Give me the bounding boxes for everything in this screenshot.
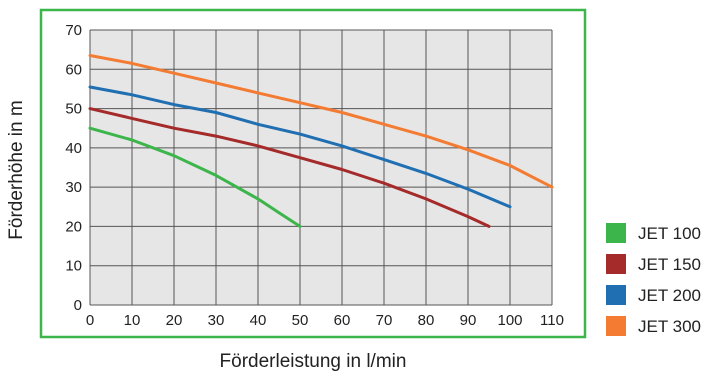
x-tick-label: 0: [86, 312, 94, 329]
series-line-jet-100: [88, 126, 302, 228]
y-tick-label: 10: [65, 258, 82, 275]
x-tick-label: 60: [334, 312, 351, 329]
legend-label: JET 300: [638, 317, 701, 336]
series-lines: [88, 54, 554, 228]
legend-label: JET 100: [638, 224, 701, 243]
legend-label: JET 150: [638, 255, 701, 274]
x-tick-label: 10: [124, 312, 141, 329]
x-tick-label: 70: [376, 312, 393, 329]
y-axis-title: Förderhöhe in m: [6, 100, 27, 239]
y-tick-labels: 0 10 20 30 40 50 60 70: [65, 22, 82, 314]
y-tick-label: 20: [65, 218, 82, 235]
x-tick-label: 110: [540, 312, 564, 329]
legend: JET 100 JET 150 JET 200 JET 300: [606, 223, 701, 336]
legend-swatch: [606, 223, 626, 243]
legend-swatch: [606, 316, 626, 336]
legend-swatch: [606, 254, 626, 274]
x-tick-label: 50: [292, 312, 309, 329]
legend-label: JET 200: [638, 286, 701, 305]
series-line-jet-200: [88, 85, 512, 209]
x-tick-label: 90: [460, 312, 477, 329]
series-line-jet-150: [88, 107, 491, 228]
legend-swatch: [606, 285, 626, 305]
x-tick-label: 30: [208, 312, 225, 329]
y-tick-label: 60: [65, 61, 82, 78]
x-axis-title: Förderleistung in l/min: [220, 351, 407, 372]
x-tick-label: 80: [418, 312, 435, 329]
x-tick-label: 40: [250, 312, 267, 329]
y-tick-label: 40: [65, 140, 82, 157]
x-tick-labels: 0 10 20 30 40 50 60 70 80 90 100 110: [86, 312, 564, 329]
grid-lines: [89, 29, 553, 306]
x-tick-label: 20: [166, 312, 183, 329]
y-tick-label: 0: [74, 297, 82, 314]
x-tick-label: 100: [497, 312, 522, 329]
y-tick-label: 50: [65, 101, 82, 118]
y-tick-label: 70: [65, 22, 82, 39]
plot-area: [90, 30, 552, 305]
series-line-jet-300: [88, 54, 554, 189]
y-tick-label: 30: [65, 179, 82, 196]
